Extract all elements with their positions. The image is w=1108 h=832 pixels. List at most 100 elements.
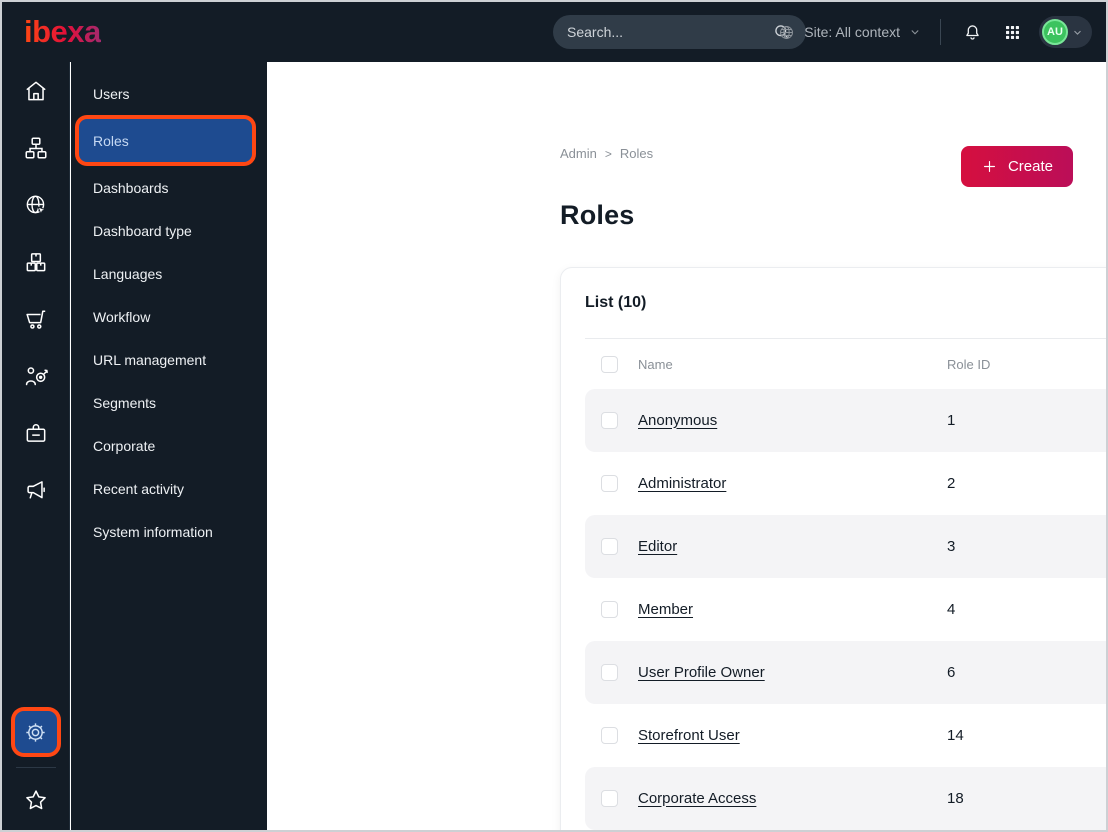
row-checkbox[interactable] bbox=[601, 601, 618, 618]
app-grid-icon bbox=[1003, 23, 1022, 42]
role-id-cell: 1 bbox=[947, 412, 956, 429]
global-search[interactable] bbox=[553, 15, 806, 49]
role-id-cell: 4 bbox=[947, 601, 956, 618]
topbar-divider bbox=[940, 19, 941, 45]
rail-item-personalization[interactable] bbox=[2, 347, 69, 404]
card-divider bbox=[585, 338, 1106, 339]
role-name-link[interactable]: Member bbox=[638, 600, 694, 618]
row-checkbox[interactable] bbox=[601, 475, 618, 492]
cart-icon bbox=[23, 306, 49, 332]
role-name-link[interactable]: Anonymous bbox=[638, 411, 718, 429]
role-name-link[interactable]: User Profile Owner bbox=[638, 663, 765, 681]
menu-item-languages[interactable]: Languages bbox=[79, 252, 252, 295]
row-checkbox[interactable] bbox=[601, 538, 618, 555]
role-name-link[interactable]: Administrator bbox=[638, 474, 727, 492]
boxes-icon bbox=[23, 249, 49, 275]
rail-item-corporate[interactable] bbox=[2, 404, 69, 461]
role-id-cell: 3 bbox=[947, 538, 956, 555]
role-name-link[interactable]: Corporate Access bbox=[638, 789, 757, 807]
site-context-selector[interactable]: Site: All context bbox=[777, 23, 922, 42]
chevron-down-icon bbox=[1071, 26, 1084, 39]
menu-item-workflow[interactable]: Workflow bbox=[79, 295, 252, 338]
menu-item-label: System information bbox=[93, 523, 213, 540]
page-title: Roles bbox=[560, 200, 635, 230]
site-context-label: Site: All context bbox=[804, 24, 900, 40]
rail-item-commerce[interactable] bbox=[2, 290, 69, 347]
menu-item-system-information[interactable]: System information bbox=[79, 510, 252, 553]
user-menu[interactable]: AU bbox=[1039, 16, 1092, 48]
rail-item-marketing[interactable] bbox=[2, 461, 69, 518]
app-switcher-button[interactable] bbox=[999, 19, 1025, 45]
menu-item-corporate[interactable]: Corporate bbox=[79, 424, 252, 467]
role-name-link[interactable]: Editor bbox=[638, 537, 678, 555]
role-name-link[interactable]: Storefront User bbox=[638, 726, 740, 744]
star-icon bbox=[23, 787, 49, 813]
row-checkbox[interactable] bbox=[601, 790, 618, 807]
ibexa-logo: ibexa bbox=[24, 14, 101, 49]
menu-item-label: Recent activity bbox=[93, 480, 185, 497]
menu-item-users[interactable]: Users bbox=[79, 72, 252, 115]
create-button[interactable]: Create bbox=[960, 146, 1073, 187]
row-checkbox[interactable] bbox=[601, 727, 618, 744]
menu-item-url-management[interactable]: URL management bbox=[79, 338, 252, 381]
menu-item-roles[interactable]: Roles bbox=[79, 119, 252, 162]
rail-separator bbox=[15, 767, 56, 768]
topbar: ibexa Site: All context bbox=[2, 2, 1106, 62]
list-count-title: List (10) bbox=[585, 294, 647, 311]
home-icon bbox=[23, 78, 49, 104]
name-cell: Corporate Access bbox=[618, 790, 947, 808]
menu-item-label: Languages bbox=[93, 265, 163, 282]
rail-item-home[interactable] bbox=[2, 62, 69, 119]
gear-icon bbox=[23, 720, 48, 745]
column-header-role-id: Role ID bbox=[947, 356, 991, 372]
plus-icon bbox=[981, 158, 998, 175]
rail-item-settings[interactable] bbox=[14, 711, 57, 753]
table-row: Corporate Access 18 bbox=[585, 767, 1106, 830]
badge-icon bbox=[23, 420, 49, 446]
rail-item-favorites[interactable] bbox=[23, 778, 49, 822]
menu-item-dashboard-type[interactable]: Dashboard type bbox=[79, 209, 252, 252]
menu-item-segments[interactable]: Segments bbox=[79, 381, 252, 424]
menu-item-label: Segments bbox=[93, 394, 157, 411]
rail-item-site-structure[interactable] bbox=[2, 119, 69, 176]
avatar: AU bbox=[1042, 19, 1068, 45]
breadcrumb-admin[interactable]: Admin bbox=[560, 146, 597, 161]
globe-icon bbox=[777, 23, 796, 42]
sitemap-icon bbox=[23, 135, 49, 161]
role-id-cell: 6 bbox=[947, 664, 956, 681]
megaphone-icon bbox=[23, 477, 49, 503]
breadcrumb-roles: Roles bbox=[619, 146, 654, 161]
name-cell: Administrator bbox=[618, 475, 947, 493]
select-all-checkbox[interactable] bbox=[601, 355, 618, 373]
role-id-cell: 18 bbox=[947, 790, 964, 807]
table-row: User Profile Owner 6 bbox=[585, 641, 1106, 704]
menu-item-recent-activity[interactable]: Recent activity bbox=[79, 467, 252, 510]
name-cell: User Profile Owner bbox=[618, 664, 947, 682]
row-checkbox[interactable] bbox=[601, 412, 618, 429]
name-cell: Storefront User bbox=[618, 727, 947, 745]
create-button-label: Create bbox=[1007, 158, 1053, 175]
table-row: Member 4 bbox=[585, 578, 1106, 641]
roles-table-body: Anonymous 1 bbox=[585, 389, 1106, 830]
chevron-down-icon bbox=[908, 25, 922, 39]
rail-item-products[interactable] bbox=[2, 233, 69, 290]
icon-rail bbox=[2, 62, 70, 830]
name-cell: Member bbox=[618, 601, 947, 619]
search-input[interactable] bbox=[567, 24, 772, 40]
role-id-cell: 2 bbox=[947, 475, 956, 492]
role-id-cell: 14 bbox=[947, 727, 964, 744]
notifications-button[interactable] bbox=[959, 19, 985, 45]
row-checkbox[interactable] bbox=[601, 664, 618, 681]
admin-menu: Users Roles Dashboards Dashboard type La… bbox=[71, 62, 267, 830]
menu-item-label: Corporate bbox=[93, 437, 156, 454]
table-row: Administrator 2 bbox=[585, 452, 1106, 515]
table-row: Editor 3 bbox=[585, 515, 1106, 578]
menu-item-dashboards[interactable]: Dashboards bbox=[79, 166, 252, 209]
table-row: Storefront User 14 bbox=[585, 704, 1106, 767]
globe-cursor-icon bbox=[23, 192, 49, 218]
table-row: Anonymous 1 bbox=[585, 389, 1106, 452]
table-header: Name Role ID bbox=[585, 339, 1106, 389]
menu-item-label: URL management bbox=[93, 351, 207, 368]
rail-item-web[interactable] bbox=[2, 176, 69, 233]
